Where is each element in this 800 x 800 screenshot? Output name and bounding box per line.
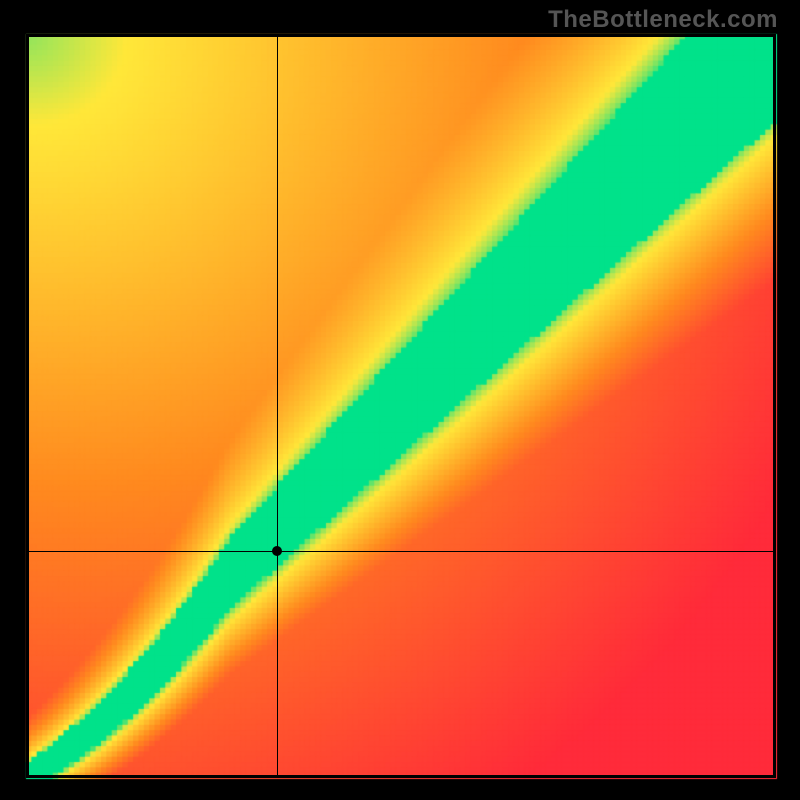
frame-left — [26, 34, 29, 778]
frame-bottom — [26, 775, 776, 778]
frame-right — [773, 34, 776, 778]
watermark-text: TheBottleneck.com — [548, 6, 778, 34]
frame-top — [26, 34, 776, 37]
crosshair-vertical — [277, 34, 278, 778]
crosshair-horizontal — [26, 551, 776, 552]
heatmap-canvas — [0, 0, 800, 800]
marker-dot — [272, 546, 282, 556]
chart-container: TheBottleneck.com — [0, 0, 800, 800]
